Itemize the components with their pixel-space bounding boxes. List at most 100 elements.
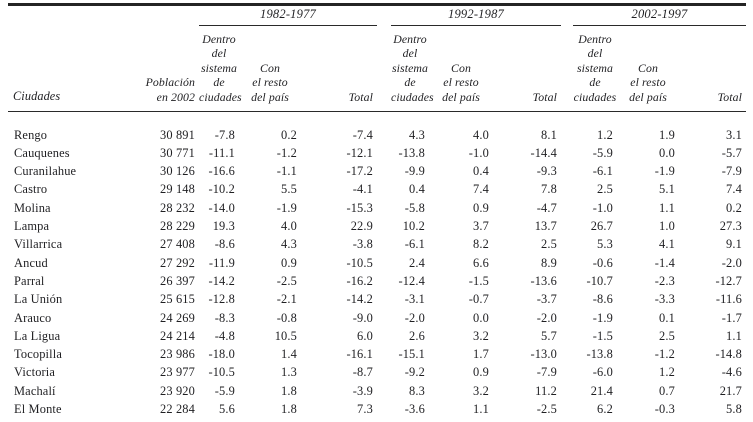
value-cell: -1.9 (276, 200, 297, 215)
value-cell: 2.4 (409, 255, 425, 270)
city-cell: La Ligua (14, 328, 61, 343)
value-cell: -1.5 (468, 273, 489, 288)
table-body: Rengo 30 891 -7.8 0.2 -7.4 4.3 4.0 8.1 1.2 1.9 3.1… (8, 111, 746, 422)
spacer-cell (377, 400, 391, 418)
value-cell: 21.7 (719, 383, 742, 398)
column-header-total-3: Total (679, 25, 746, 112)
value-cell: -14.2 (208, 273, 235, 288)
value-cell: -7.8 (214, 127, 235, 142)
table-row: Castro 29 148 -10.2 5.5 -4.1 0.4 7.4 7.8 2.5 5.1 7… (8, 181, 746, 199)
spacer-cell (561, 272, 573, 290)
header-spacer (377, 25, 391, 112)
table-row: Tocopilla 23 986 -18.0 1.4 -16.1 -15.1 1.7 -13.… (8, 346, 746, 364)
value-cell: 0.9 (473, 200, 489, 215)
value-cell: 2.5 (597, 182, 613, 197)
value-cell: 3.1 (726, 127, 742, 142)
column-header-con-resto-2: Con el resto del país (429, 25, 493, 112)
value-cell: -6.1 (404, 237, 425, 252)
value-cell: -2.1 (276, 292, 297, 307)
period-header-1: 1982-1977 (199, 4, 377, 26)
spacer-cell (561, 181, 573, 199)
spacer-cell (377, 236, 391, 254)
value-cell: -4.7 (536, 200, 557, 215)
spacer-cell (561, 309, 573, 327)
value-cell: 1.1 (659, 200, 675, 215)
city-cell: Lampa (14, 219, 50, 234)
value-cell: 1.1 (726, 328, 742, 343)
value-cell: 3.2 (473, 328, 489, 343)
value-cell: -4.1 (352, 182, 373, 197)
value-cell: -1.4 (654, 255, 675, 270)
value-cell: 0.0 (659, 145, 675, 160)
population-cell: 22 284 (160, 402, 195, 417)
population-cell: 27 292 (160, 255, 195, 270)
value-cell: -14.8 (715, 347, 742, 362)
value-cell: -17.2 (346, 164, 373, 179)
value-cell: -10.5 (346, 255, 373, 270)
period-header-3: 2002-1997 (573, 4, 746, 26)
period-header-2: 1992-1987 (391, 4, 561, 26)
population-cell: 30 771 (160, 145, 195, 160)
city-cell: Villarrica (14, 237, 63, 252)
value-cell: -3.3 (654, 292, 675, 307)
value-cell: 22.9 (350, 219, 373, 234)
table-row: Rengo 30 891 -7.8 0.2 -7.4 4.3 4.0 8.1 1.2 1.9 3.1 (8, 111, 746, 144)
value-cell: -7.4 (352, 127, 373, 142)
value-cell: -1.2 (276, 145, 297, 160)
table-row: Villarrica 27 408 -8.6 4.3 -3.8 -6.1 8.2 2.5 5.3… (8, 236, 746, 254)
value-cell: -0.7 (468, 292, 489, 307)
value-cell: -3.6 (404, 402, 425, 417)
table-row: La Ligua 24 214 -4.8 10.5 6.0 2.6 3.2 5.7 -1.5 2.… (8, 327, 746, 345)
value-cell: -16.1 (346, 347, 373, 362)
header-spacer (561, 5, 573, 26)
value-cell: 1.2 (391, 419, 429, 422)
value-cell: -3.9 (352, 383, 373, 398)
spacer-cell (377, 272, 391, 290)
value-cell: 1.9 (659, 127, 675, 142)
population-cell: 27 408 (160, 237, 195, 252)
value-cell: -15.3 (346, 200, 373, 215)
value-cell: 6.0 (357, 328, 373, 343)
value-cell: -16.6 (208, 164, 235, 179)
spacer-cell (561, 364, 573, 382)
table-row: El Monte 22 284 5.6 1.8 7.3 -3.6 1.1 -2.5 6.2 -0.… (8, 400, 746, 418)
value-cell: -13.8 (398, 145, 425, 160)
spacer-cell (377, 309, 391, 327)
population-cell: 24 214 (160, 328, 195, 343)
value-cell: 4.1 (659, 237, 675, 252)
city-cell: Victoria (14, 365, 56, 380)
population-cell: 23 920 (160, 383, 195, 398)
value-cell: 2.0 (617, 419, 679, 422)
city-cell: Castro (14, 182, 48, 197)
city-cell: Arauco (14, 310, 52, 325)
value-cell: 2.6 (409, 328, 425, 343)
column-header-dentro-sistema-1: Dentro del sistema de ciudades (199, 25, 242, 112)
value-cell: -10.5 (208, 365, 235, 380)
population-cell: 23 986 (160, 347, 195, 362)
population-cell: 28 232 (160, 200, 195, 215)
value-cell: 7.4 (473, 182, 489, 197)
population-cell: 30 891 (160, 127, 195, 142)
value-cell: -0.3 (654, 402, 675, 417)
value-cell: 4.3 (409, 127, 425, 142)
table-row: Puerto Varas22 022-12.3-0.3-12.0 1.26.37.… (8, 419, 746, 422)
table-row: La Unión 25 615 -12.8 -2.1 -14.2 -3.1 -0.7 -3.7… (8, 291, 746, 309)
population-cell: 22 022 (133, 419, 199, 422)
value-cell: -9.9 (404, 164, 425, 179)
value-cell: -9.3 (536, 164, 557, 179)
value-cell: -4.8 (214, 328, 235, 343)
value-cell: -1.1 (276, 164, 297, 179)
table-row: Molina 28 232 -14.0 -1.9 -15.3 -5.8 0.9 -4.7 -1.… (8, 199, 746, 217)
value-cell: 9.1 (726, 237, 742, 252)
value-cell: 6.2 (597, 402, 613, 417)
column-header-total-2: Total (493, 25, 561, 112)
city-cell: Tocopilla (14, 347, 62, 362)
value-cell: 4.0 (473, 127, 489, 142)
value-cell: -13.8 (586, 347, 613, 362)
value-cell: -14.4 (530, 145, 557, 160)
value-cell: -13.6 (530, 273, 557, 288)
spacer-cell (561, 346, 573, 364)
migration-table: 1982-1977 1992-1987 2002-1997 Ciudades P… (8, 3, 746, 422)
value-cell: -9.0 (352, 310, 373, 325)
value-cell: 13.7 (534, 219, 557, 234)
